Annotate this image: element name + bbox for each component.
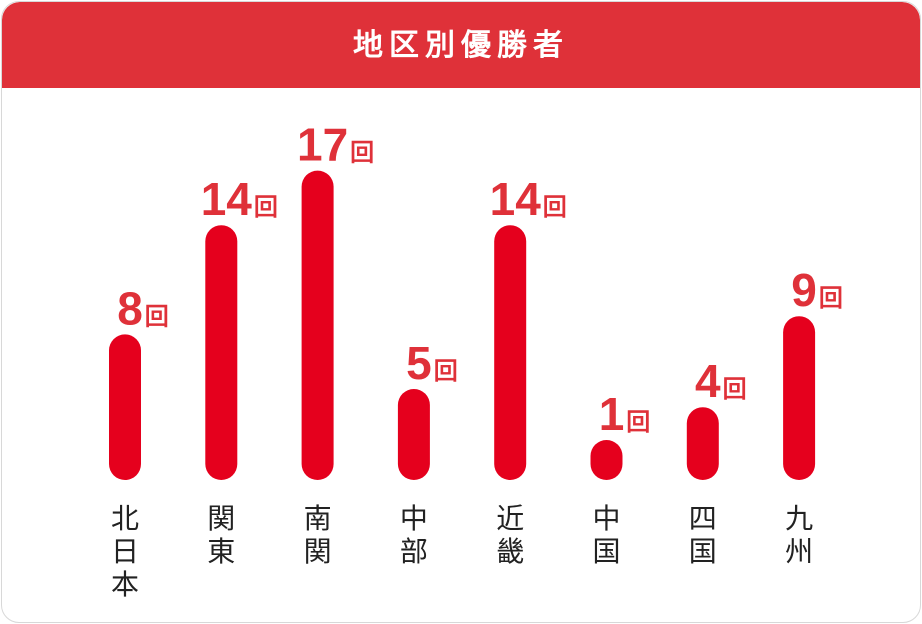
value-label-2: 14回 xyxy=(201,173,278,225)
category-label-3: 南関 xyxy=(304,502,332,568)
bar-2 xyxy=(205,225,238,480)
category-label-4: 中部 xyxy=(400,502,428,568)
category-label-2: 関東 xyxy=(207,502,235,568)
bar-1 xyxy=(109,334,141,480)
value-label-6: 1回 xyxy=(599,388,651,440)
bar-4 xyxy=(397,389,430,480)
value-label-7: 4回 xyxy=(695,355,747,407)
value-label-5: 14回 xyxy=(490,173,567,225)
bar-8 xyxy=(783,316,816,480)
bar-5 xyxy=(494,225,527,480)
bar-6 xyxy=(590,440,623,480)
bar-7 xyxy=(686,407,719,480)
category-label-5: 近畿 xyxy=(496,502,524,568)
category-label-6: 中国 xyxy=(592,502,620,568)
value-label-1: 8回 xyxy=(117,282,169,334)
value-label-4: 5回 xyxy=(406,337,458,389)
category-label-8: 九州 xyxy=(785,502,813,568)
bar-3 xyxy=(301,170,334,480)
chart-title: 地区別優勝者 xyxy=(353,28,569,63)
category-label-1: 北日本 xyxy=(111,502,139,601)
value-label-8: 9回 xyxy=(791,264,843,316)
chart-header: 地区別優勝者 xyxy=(2,2,920,88)
value-label-3: 17回 xyxy=(297,119,374,171)
category-label-7: 四国 xyxy=(689,502,717,568)
